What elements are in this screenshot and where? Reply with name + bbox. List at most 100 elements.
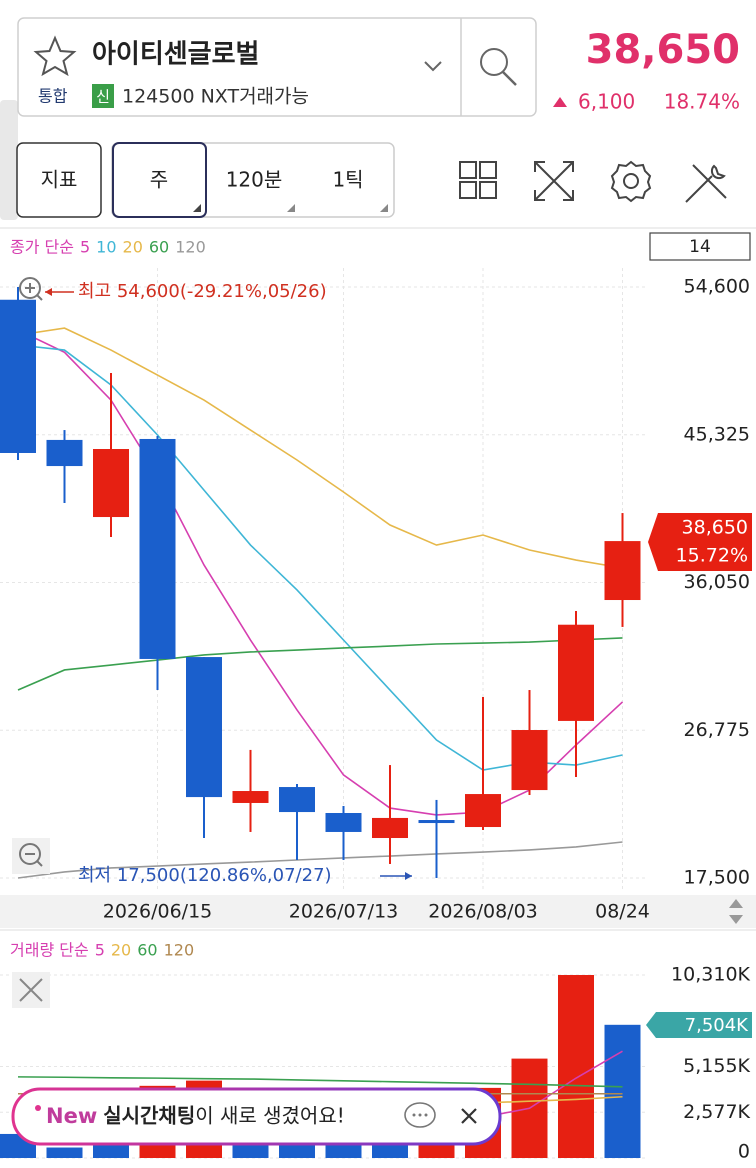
candle-body (139, 438, 176, 659)
x-tick-label: 2026/08/03 (428, 901, 538, 923)
legend-title: 거래량 단순 (10, 941, 89, 960)
volume-bar (558, 975, 594, 1158)
date-axis-band (0, 895, 756, 928)
overlay: 17,500 26,775 36,050 45,325 54,600 2026/06/15… (10, 238, 751, 1163)
price-plot (0, 268, 645, 892)
period-label[interactable]: 1틱 (332, 168, 363, 192)
candle-body (465, 794, 501, 828)
y-tick-label: 17,500 (684, 867, 750, 889)
annotation-arrow (405, 872, 412, 880)
search-button[interactable] (480, 48, 517, 86)
x-tick-label: 2026/06/15 (103, 901, 213, 923)
corner-mark (380, 204, 388, 212)
high-annotation: 최고 54,600(-29.21%,05/26) (78, 281, 327, 302)
candle-body (558, 624, 594, 721)
price-tag (648, 513, 752, 571)
banner-badge: New (46, 1104, 97, 1128)
period-label[interactable]: 120분 (226, 168, 283, 192)
chat-icon (404, 1102, 436, 1128)
volume-bar (604, 1024, 641, 1158)
price-tag-value: 38,650 (682, 517, 748, 539)
current-price: 38,650 (586, 27, 740, 73)
candle-body (93, 449, 129, 518)
expand-icon[interactable] (534, 161, 574, 201)
banner-text: 이 새로 생겼어요! (195, 1104, 345, 1128)
y-tick-label: 2,577K (683, 1101, 750, 1123)
candle-body (418, 820, 455, 824)
candle-body (279, 787, 315, 813)
favorite-star[interactable] (33, 35, 77, 77)
scroll-arrows[interactable] (729, 899, 743, 924)
price-tag-change: 15.72% (676, 545, 748, 567)
candle-body (46, 439, 83, 467)
legend-entry: 120 (164, 941, 195, 960)
legend-entry: 60 (137, 941, 157, 960)
price-change: 6,100 (578, 90, 635, 114)
price-change-pct: 18.74% (664, 90, 740, 114)
ma-line (17, 841, 623, 879)
banner-dot (35, 1105, 41, 1111)
badge-box (92, 84, 114, 108)
y-tick-label: 26,775 (684, 719, 750, 741)
candle-body (232, 791, 269, 803)
banner-close[interactable] (461, 1108, 477, 1124)
stock-name: 아이티센글로벌 (92, 40, 259, 70)
period-label[interactable]: 주 (150, 168, 168, 192)
y-tick-label: 0 (738, 1141, 750, 1163)
ma-line (17, 344, 623, 771)
settings-icon[interactable] (610, 160, 652, 203)
close-indicator[interactable] (12, 972, 50, 1008)
candle-body (511, 730, 548, 791)
zoom-out[interactable] (12, 838, 50, 874)
badge: 신 (96, 88, 110, 106)
ma-line (17, 329, 624, 816)
corner-mark (193, 204, 201, 212)
volume-tag (646, 1012, 752, 1038)
legend-entry: 120 (175, 238, 206, 257)
candle-body (186, 657, 222, 798)
count-box[interactable] (649, 232, 751, 261)
indicator-button[interactable] (16, 142, 102, 218)
market-label: 통합 (38, 87, 68, 106)
period-button-selected[interactable] (112, 142, 207, 218)
legend-entry: 20 (123, 238, 143, 257)
legend-entry: 5 (80, 238, 90, 257)
candle-body (0, 299, 36, 453)
zoom-in[interactable] (19, 277, 43, 301)
layout-icon[interactable] (459, 161, 497, 199)
volume-bar (46, 1147, 83, 1158)
x-tick-label: 08/24 (595, 901, 650, 923)
y-tick-label: 5,155K (683, 1055, 750, 1077)
candle-body (604, 541, 641, 601)
search-icon (480, 48, 508, 76)
ma-line (17, 327, 623, 569)
dropdown[interactable] (424, 61, 442, 72)
ma-line (17, 1076, 623, 1088)
drawer-handle[interactable] (0, 100, 18, 220)
legend-entry: 5 (95, 941, 105, 960)
legend-entry: 10 (96, 238, 116, 257)
volume-tag-value: 7,504K (685, 1015, 750, 1036)
banner-box (11, 1087, 502, 1146)
x-tick-label: 2026/07/13 (289, 901, 399, 923)
corner-mark (287, 204, 295, 212)
up-arrow (553, 97, 567, 107)
visible-count: 14 (689, 237, 711, 257)
y-tick-label: 54,600 (684, 276, 750, 298)
stock-code: 124500 NXT거래가능 (122, 86, 309, 108)
ma-line (17, 637, 623, 691)
stock-box[interactable] (17, 17, 537, 117)
y-tick-label: 45,325 (684, 423, 750, 445)
candle-body (325, 813, 362, 832)
tools-icon[interactable] (685, 164, 727, 203)
legend-entry: 60 (149, 238, 169, 257)
legend-entry: 20 (111, 941, 131, 960)
annotation-arrow (45, 288, 52, 296)
banner-highlight: 실시간채팅 (103, 1104, 195, 1128)
chat-banner[interactable]: New 실시간채팅 이 새로 생겼어요! (11, 1087, 502, 1146)
candle-body (372, 817, 408, 839)
search-icon (502, 71, 517, 86)
low-annotation: 최저 17,500(120.86%,07/27) (78, 865, 332, 886)
